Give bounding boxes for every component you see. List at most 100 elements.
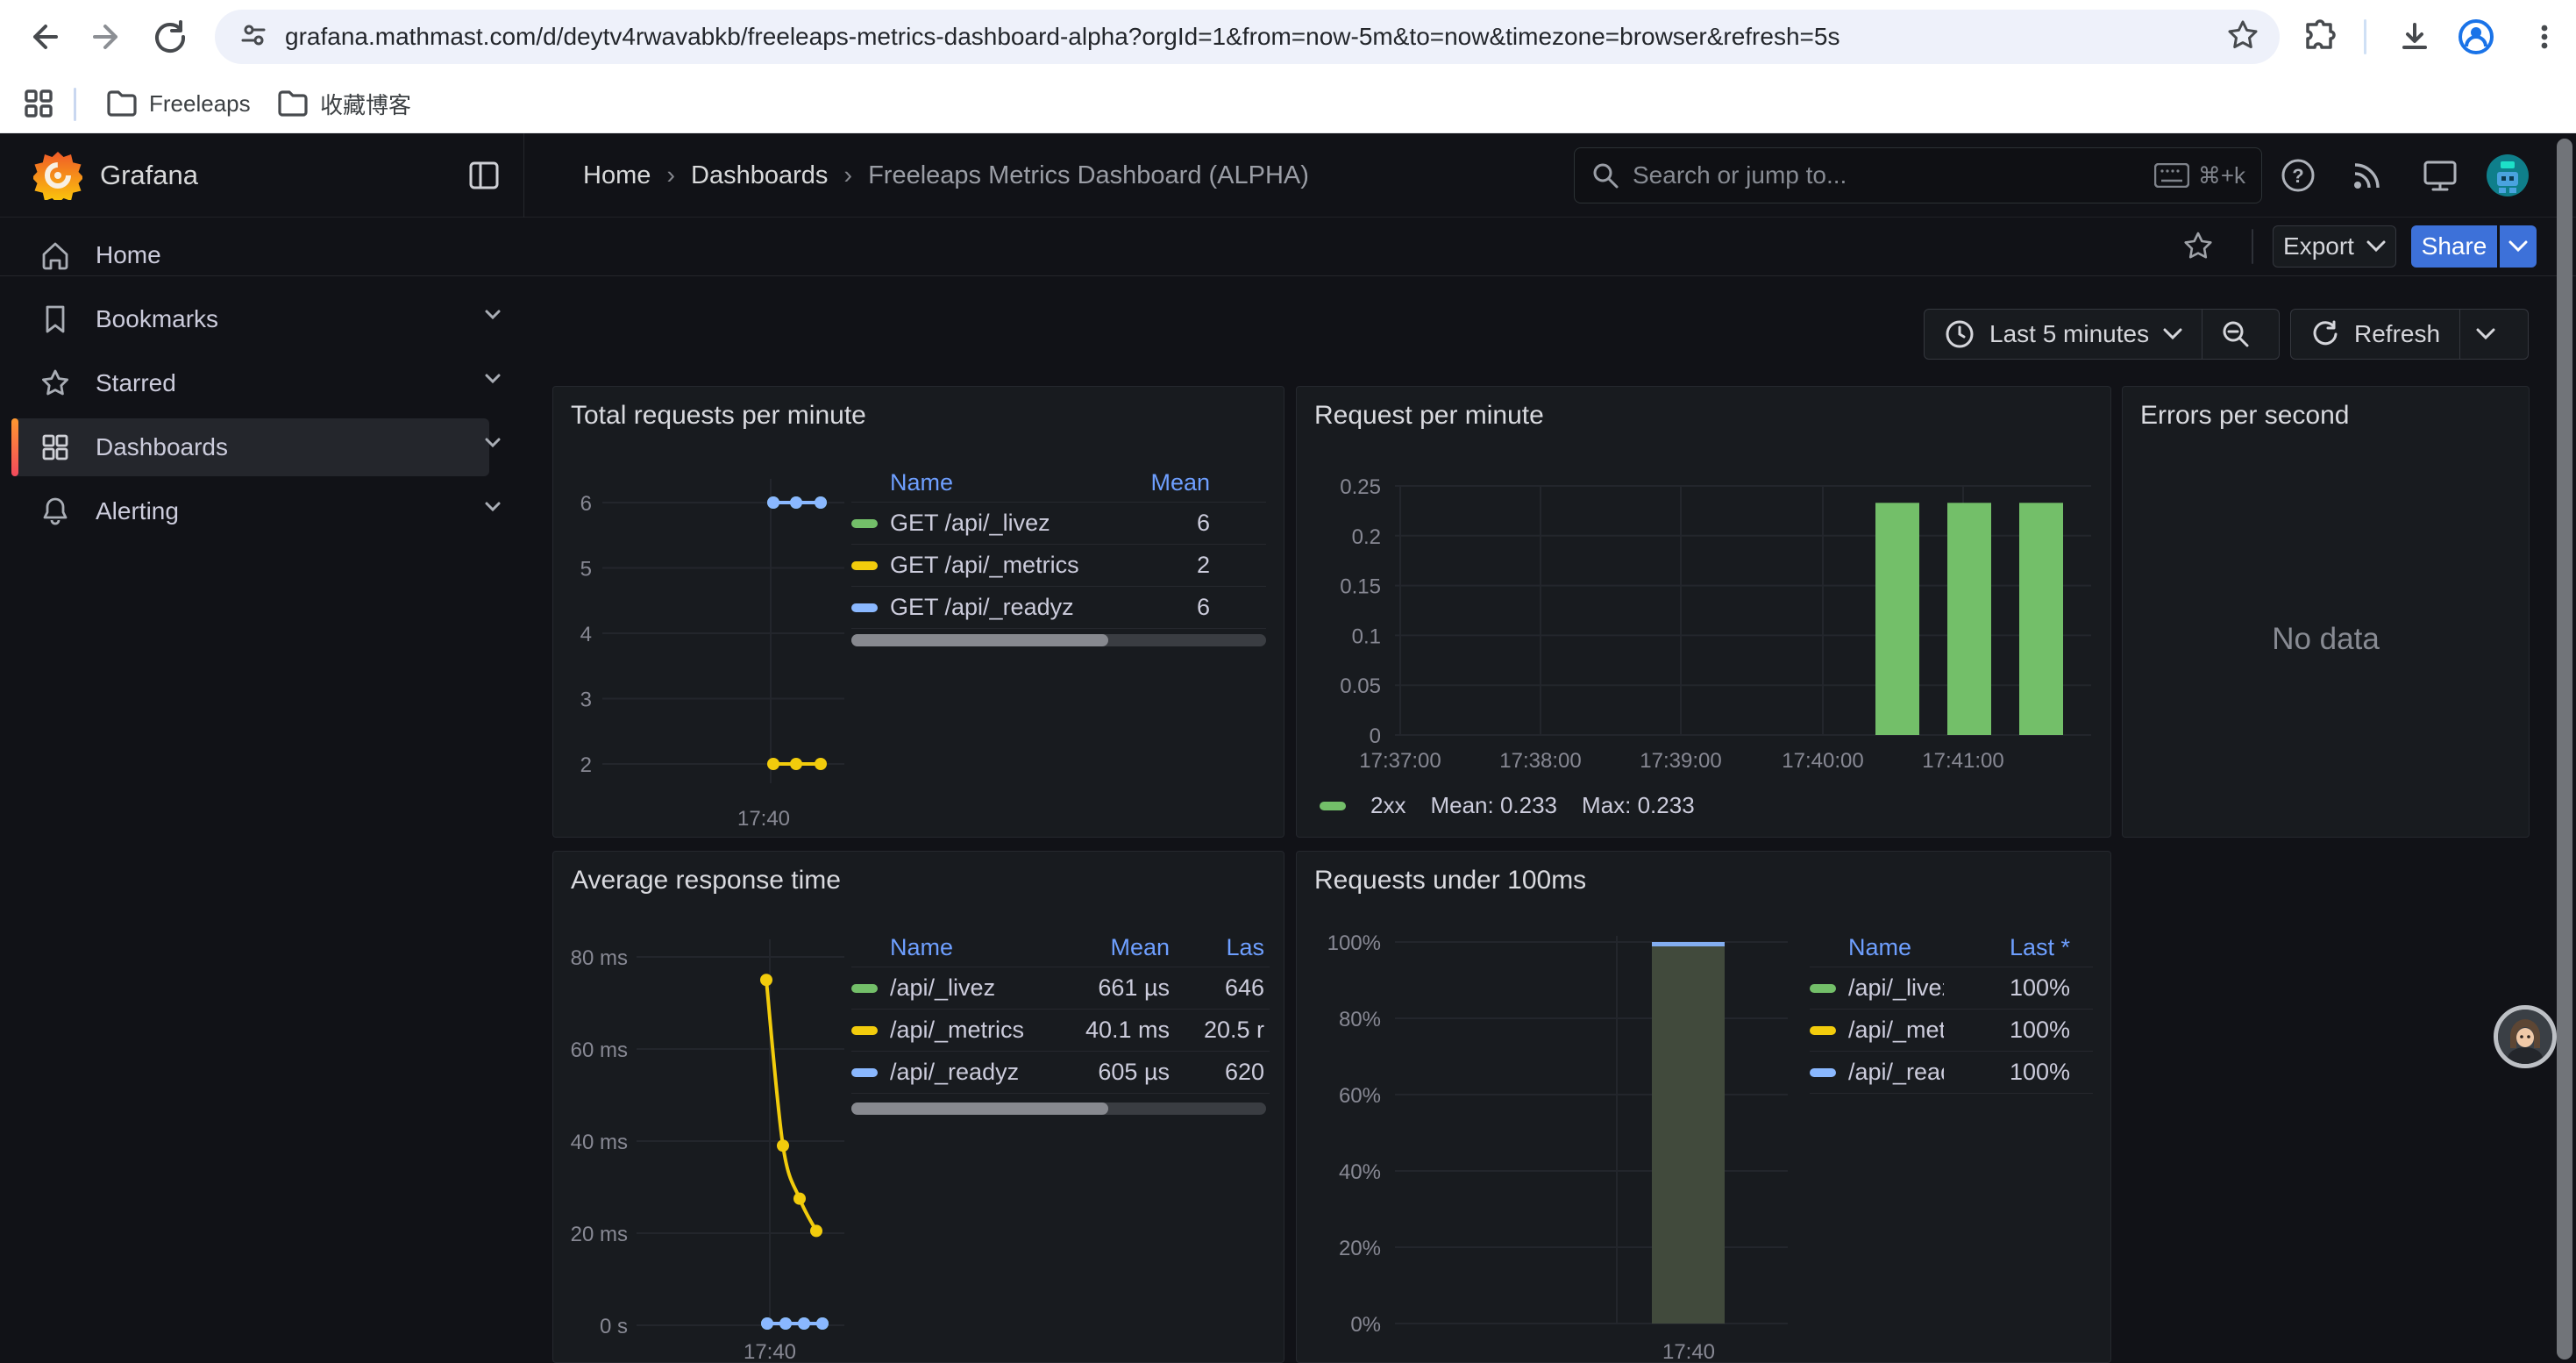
chevron-down-icon[interactable] — [480, 430, 505, 454]
legend-row[interactable]: GET /api/_readyz 6 — [851, 587, 1266, 629]
bookmark-label: 收藏博客 — [320, 91, 412, 118]
export-button[interactable]: Export — [2273, 225, 2396, 268]
legend-series-name: /api/_metrics — [1848, 1017, 1944, 1043]
sidebar-item-dashboards[interactable]: Dashboards — [11, 418, 489, 476]
chevron-down-icon[interactable] — [480, 494, 505, 518]
legend-series-name: /api/_metrics — [890, 1017, 1025, 1043]
back-icon[interactable] — [25, 18, 63, 56]
url-bar[interactable]: grafana.mathmast.com/d/deytv4rwavabkb/fr… — [215, 10, 2280, 64]
legend-column-header[interactable]: Name — [890, 469, 954, 496]
browser-menu-icon[interactable] — [2525, 18, 2564, 56]
legend-row[interactable]: GET /api/_metrics 2 — [851, 545, 1266, 587]
sidebar-item-label: Starred — [96, 369, 176, 396]
download-icon[interactable] — [2395, 18, 2434, 56]
refresh-interval-dropdown[interactable] — [2459, 310, 2511, 359]
refresh-button[interactable]: Refresh — [2291, 310, 2459, 359]
search-input[interactable]: Search or jump to... ⌘+k — [1574, 147, 2262, 203]
chevron-down-icon[interactable] — [480, 302, 505, 326]
panel-title[interactable]: Errors per second — [2140, 401, 2350, 430]
time-range-picker[interactable]: Last 5 minutes — [1925, 310, 2202, 359]
axis-tick-label: 4 — [580, 623, 592, 646]
breadcrumb-dashboards[interactable]: Dashboards — [691, 161, 829, 189]
sidebar-toggle-icon[interactable] — [466, 158, 502, 197]
breadcrumb-home[interactable]: Home — [583, 161, 651, 189]
axis-tick-label: 0 s — [600, 1315, 628, 1338]
legend-row[interactable]: /api/_readyz 100% — [1810, 1052, 2093, 1094]
share-button[interactable]: Share — [2411, 225, 2497, 268]
legend-header: Name Mean — [851, 464, 1266, 503]
bookmark-label: Freeleaps — [149, 89, 251, 117]
sidebar-item-bookmarks[interactable]: Bookmarks — [11, 290, 489, 348]
panel-title[interactable]: Request per minute — [1314, 401, 1544, 430]
axis-tick-label: 0.1 — [1352, 624, 1381, 648]
refresh-label: Refresh — [2354, 320, 2441, 347]
profile-icon[interactable] — [2457, 18, 2495, 56]
user-avatar[interactable] — [2487, 154, 2529, 196]
axis-tick-label: 17:40 — [737, 807, 790, 831]
chevron-down-icon[interactable] — [480, 366, 505, 390]
zoom-out-button[interactable] — [2202, 310, 2269, 359]
favorite-star-icon[interactable] — [2181, 230, 2215, 268]
bookmark-folder-blogs[interactable]: 收藏博客 — [276, 87, 411, 120]
help-icon[interactable]: ? — [2280, 157, 2316, 198]
clock-icon — [1946, 320, 1974, 348]
legend-row[interactable]: /api/_metrics 100% — [1810, 1010, 2093, 1052]
legend-column-header[interactable]: Mean — [1150, 469, 1210, 496]
bar — [1652, 942, 1725, 1324]
data-point — [790, 758, 802, 770]
axis-tick-label: 80% — [1339, 1008, 1381, 1031]
panel-average-response-time: Average response time 80 ms 60 ms 40 ms 20 … — [552, 851, 1284, 1363]
zoom-out-icon — [2223, 321, 2249, 347]
extensions-icon[interactable] — [2301, 18, 2339, 56]
grafana-header: Grafana Home › Dashboards › Freeleaps Me… — [0, 133, 2576, 218]
site-info-icon[interactable] — [238, 19, 269, 55]
grafana-logo[interactable] — [32, 151, 84, 204]
time-range-label: Last 5 minutes — [1989, 320, 2150, 347]
bookmark-star-icon[interactable] — [2225, 18, 2260, 57]
news-rss-icon[interactable] — [2350, 158, 2385, 197]
panel-title[interactable]: Requests under 100ms — [1314, 866, 1587, 895]
axis-tick-label: 40% — [1339, 1160, 1381, 1184]
legend-value: 605 µs — [1098, 1059, 1170, 1085]
legend-scrollbar[interactable] — [851, 634, 1266, 646]
legend-header: Name Mean Las — [851, 929, 1270, 967]
reload-icon[interactable] — [151, 18, 189, 56]
average-response-time-chart: 80 ms 60 ms 40 ms 20 ms 0 s 17:40 — [571, 939, 844, 1363]
legend-row[interactable]: /api/_livez 661 µs 646 — [851, 967, 1270, 1010]
legend-series-name: /api/_livez — [890, 974, 996, 1001]
sidebar-item-alerting[interactable]: Alerting — [11, 482, 489, 540]
legend-series-name: /api/_livez — [1848, 974, 1944, 1001]
legend-row[interactable]: /api/_livez 100% — [1810, 967, 2093, 1010]
forward-icon[interactable] — [88, 18, 126, 56]
window-scrollbar[interactable] — [2557, 139, 2572, 1359]
axis-tick-label: 60% — [1339, 1084, 1381, 1108]
axis-tick-label: 17:37:00 — [1359, 749, 1441, 773]
legend-column-header[interactable]: Name — [1848, 934, 1912, 960]
legend-value: 6 — [1196, 594, 1210, 620]
apps-grid-icon[interactable] — [19, 84, 58, 123]
panel-requests-under-100ms: Requests under 100ms 100% 80% 60% 40% 20% 0% 1… — [1296, 851, 2111, 1363]
legend-swatch — [851, 983, 878, 993]
chart-legend[interactable]: 2xx Mean: 0.233 Max: 0.233 — [1320, 792, 1695, 819]
legend-row[interactable]: GET /api/_livez 6 — [851, 503, 1266, 545]
sidebar-item-starred[interactable]: Starred — [11, 354, 489, 412]
bookmark-folder-freeleaps[interactable]: Freeleaps — [105, 87, 251, 120]
sidebar-item-home[interactable]: Home — [11, 226, 489, 284]
axis-tick-label: 17:38:00 — [1499, 749, 1581, 773]
share-dropdown-button[interactable] — [2500, 225, 2537, 268]
legend-column-header[interactable]: Last * — [2009, 934, 2070, 960]
kiosk-monitor-icon[interactable] — [2422, 157, 2459, 198]
legend-column-header[interactable]: Las — [1226, 934, 1264, 960]
brand-label[interactable]: Grafana — [100, 160, 199, 190]
floating-assistant-avatar[interactable] — [2494, 1005, 2557, 1068]
legend-value: 6 — [1196, 510, 1210, 536]
legend-row[interactable]: /api/_metrics 40.1 ms 20.5 r — [851, 1010, 1270, 1052]
legend-column-header[interactable]: Name — [890, 934, 954, 960]
panel-title[interactable]: Average response time — [571, 866, 841, 895]
legend-row[interactable]: /api/_readyz 605 µs 620 — [851, 1052, 1270, 1094]
legend-column-header[interactable]: Mean — [1110, 934, 1170, 960]
axis-tick-label: 17:40 — [744, 1340, 796, 1363]
panel-title[interactable]: Total requests per minute — [571, 401, 866, 430]
bar — [1875, 503, 1919, 735]
legend-scrollbar[interactable] — [851, 1103, 1266, 1115]
